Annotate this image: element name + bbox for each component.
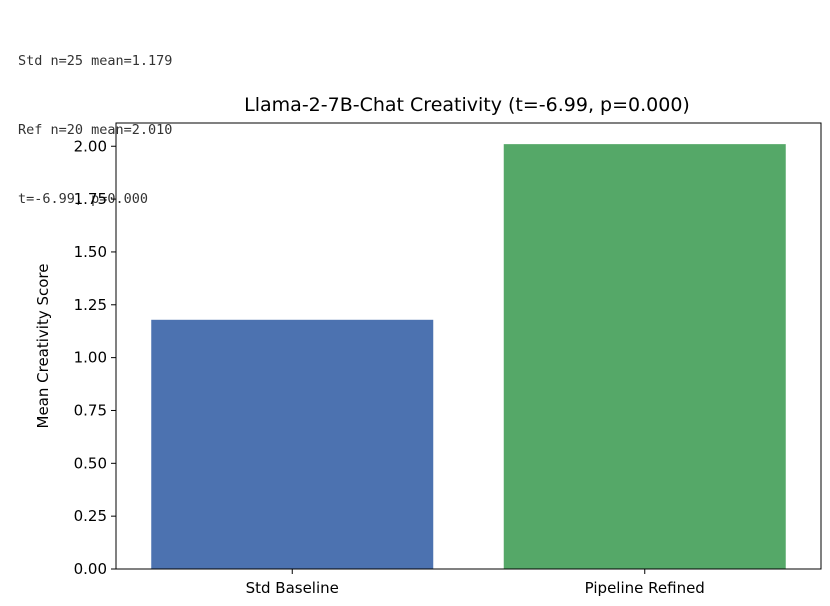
y-tick-label: 0.25 (74, 507, 107, 525)
x-tick-label: Std Baseline (246, 579, 339, 597)
y-tick-label: 1.75 (74, 190, 107, 208)
y-tick-label: 1.50 (74, 243, 107, 261)
y-tick-label: 0.50 (74, 454, 107, 472)
x-tick-label: Pipeline Refined (585, 579, 705, 597)
bar-pipeline-refined (503, 144, 786, 569)
y-tick-label: 0.00 (74, 560, 107, 578)
axes-frame (115, 122, 822, 570)
y-tick-label: 1.00 (74, 349, 107, 367)
y-tick-label: 0.75 (74, 401, 107, 419)
y-axis-label: Mean Creativity Score (34, 264, 52, 429)
console-line-ttest: t=-6.99, p=0.000 (18, 191, 149, 207)
bar-std-baseline (151, 319, 434, 569)
chart-title: Llama-2-7B-Chat Creativity (t=-6.99, p=0… (244, 94, 690, 116)
y-tick-label: 2.00 (74, 137, 107, 155)
y-tick-label: 1.25 (74, 296, 107, 314)
plot-area: Std Baseline Pipeline Refined 0.00 0.25 0.50… (74, 122, 822, 597)
console-output: Std n=25 mean=1.179 Ref n=20 mean=2.010 … (18, 4, 172, 234)
console-line-ref: Ref n=20 mean=2.010 (18, 122, 173, 138)
console-line-std: Std n=25 mean=1.179 (18, 53, 173, 69)
